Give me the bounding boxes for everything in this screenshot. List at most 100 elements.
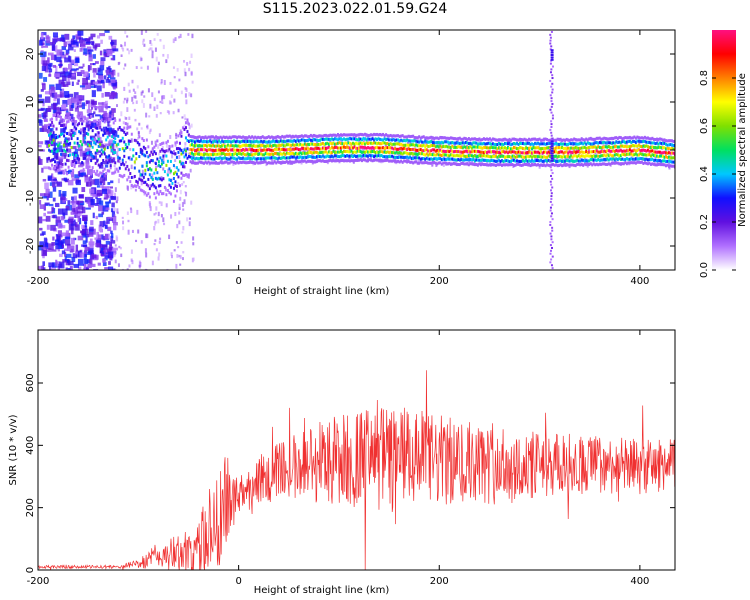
- trace-cell: [287, 143, 290, 147]
- noise-cell: [82, 244, 88, 248]
- trace-cell: [529, 154, 532, 158]
- trace-cell: [258, 161, 261, 165]
- trace-cell: [160, 148, 163, 152]
- trace-cell: [673, 140, 675, 144]
- trace-cell: [564, 142, 567, 146]
- trace-cell: [428, 149, 431, 153]
- trace-cell: [594, 150, 597, 154]
- trace-cell: [597, 145, 600, 149]
- noise-cell: [155, 248, 158, 252]
- noise-cell: [169, 81, 172, 85]
- trace-cell: [51, 120, 54, 124]
- trace-cell: [631, 139, 634, 143]
- noise-cell: [62, 212, 66, 219]
- trace-cell: [174, 141, 177, 145]
- trace-cell: [630, 157, 633, 161]
- trace-cell: [338, 141, 341, 145]
- noise-cell: [68, 223, 75, 231]
- noise-cell: [96, 150, 102, 153]
- trace-cell: [547, 142, 550, 146]
- trace-cell: [172, 149, 175, 153]
- trace-cell: [666, 146, 669, 150]
- noise-cell: [112, 247, 118, 251]
- trace-cell: [425, 161, 428, 165]
- trace-cell: [401, 155, 404, 159]
- trace-cell: [306, 138, 309, 142]
- trace-cell: [141, 137, 144, 141]
- trace-cell: [519, 141, 522, 145]
- trace-cell: [672, 139, 675, 143]
- trace-cell: [640, 157, 643, 161]
- noise-cell: [83, 225, 88, 231]
- noise-cell: [74, 102, 78, 108]
- trace-cell: [564, 138, 567, 142]
- colorbar-label: Normalized spectral amplitude: [737, 73, 748, 227]
- trace-cell: [442, 161, 445, 165]
- trace-cell: [604, 150, 607, 154]
- trace-cell: [537, 141, 540, 145]
- noise-cell: [111, 108, 116, 113]
- noise-cell: [42, 261, 46, 267]
- trace-cell: [224, 160, 227, 164]
- noise-cell: [90, 181, 93, 186]
- trace-cell: [519, 137, 522, 141]
- trace-cell: [242, 148, 245, 152]
- trace-cell: [379, 158, 382, 162]
- trace-cell: [52, 152, 55, 156]
- trace-cell: [257, 157, 260, 161]
- trace-cell: [496, 147, 499, 151]
- noise-cell: [138, 122, 141, 126]
- trace-cell: [541, 151, 544, 155]
- noise-cell: [57, 171, 63, 175]
- noise-cell: [104, 255, 110, 259]
- noise-cell: [83, 259, 89, 264]
- noise-cell: [101, 114, 105, 121]
- trace-cell: [284, 160, 287, 164]
- halo-cell: [362, 156, 365, 159]
- trace-cell: [66, 139, 69, 143]
- trace-cell: [225, 139, 228, 143]
- noise-cell: [174, 159, 177, 162]
- trace-cell: [309, 150, 312, 154]
- trace-cell: [555, 159, 558, 163]
- trace-cell: [508, 163, 511, 167]
- trace-cell: [231, 156, 234, 160]
- trace-cell: [446, 140, 449, 144]
- noise-cell: [94, 152, 99, 155]
- trace-cell: [276, 144, 279, 148]
- trace-cell: [309, 142, 312, 146]
- trace-cell: [216, 152, 219, 156]
- trace-cell: [666, 156, 669, 160]
- trace-cell: [630, 136, 633, 140]
- trace-cell: [455, 149, 458, 153]
- trace-cell: [514, 150, 517, 154]
- noise-cell: [40, 233, 45, 236]
- trace-cell: [184, 173, 187, 177]
- noise-cell: [109, 255, 113, 261]
- noise-cell: [48, 74, 52, 77]
- trace-cell: [219, 156, 222, 160]
- noise-cell: [105, 202, 110, 208]
- trace-cell: [525, 151, 528, 155]
- trace-cell: [464, 154, 467, 158]
- noise-cell: [178, 78, 181, 82]
- trace-cell: [559, 142, 562, 146]
- trace-cell: [437, 145, 440, 149]
- trace-cell: [129, 180, 132, 184]
- spike-cell: [550, 154, 554, 157]
- trace-cell: [532, 159, 535, 163]
- trace-cell: [272, 139, 275, 143]
- trace-cell: [84, 156, 87, 160]
- halo-cell: [340, 140, 343, 143]
- noise-cell: [106, 120, 111, 123]
- noise-cell: [181, 116, 184, 119]
- trace-cell: [576, 162, 579, 166]
- trace-cell: [410, 143, 413, 147]
- halo-cell: [435, 164, 438, 167]
- trace-cell: [460, 154, 463, 158]
- trace-cell: [284, 156, 287, 160]
- spike-cell: [549, 146, 552, 149]
- noise-cell: [72, 128, 77, 136]
- trace-cell: [306, 142, 309, 146]
